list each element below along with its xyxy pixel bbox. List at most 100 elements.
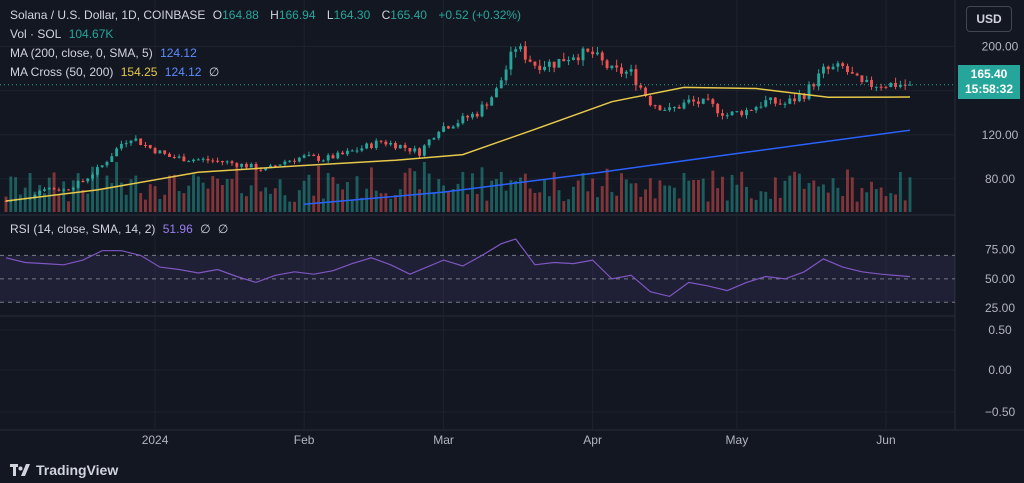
volume-bar xyxy=(648,178,652,212)
volume-bar xyxy=(297,190,301,212)
candle-body xyxy=(504,69,508,81)
ma-value: 124.12 xyxy=(160,46,197,60)
ma-legend[interactable]: MA (200, close, 0, SMA, 5) 124.12 xyxy=(10,46,201,60)
volume-bar xyxy=(278,179,282,212)
candle-body xyxy=(105,161,109,166)
volume-bar xyxy=(759,191,763,212)
volume-bar xyxy=(831,178,835,212)
candle-body xyxy=(95,167,99,175)
candle-body xyxy=(576,57,580,61)
volume-bar xyxy=(879,187,883,212)
candle-body xyxy=(240,163,244,167)
candle-body xyxy=(259,169,263,171)
time-axis-label: Mar xyxy=(433,433,454,447)
volume-bar xyxy=(903,200,907,212)
candle-body xyxy=(846,66,849,73)
rsi-symbol-1: ∅ xyxy=(200,222,211,236)
volume-bar xyxy=(898,172,902,212)
volume-bar xyxy=(764,191,768,212)
low-value: 164.30 xyxy=(333,8,371,22)
volume-bar xyxy=(836,187,840,212)
rsi-label: RSI (14, close, SMA, 14, 2) xyxy=(10,222,156,236)
ma-cross-value-50: 154.25 xyxy=(120,65,158,79)
candle-body xyxy=(57,189,61,191)
candle-body xyxy=(759,106,763,108)
candle-body xyxy=(870,79,873,87)
candle-body xyxy=(470,113,474,118)
volume-bar xyxy=(874,189,878,212)
time-axis-label: Feb xyxy=(294,433,315,447)
volume-bar xyxy=(677,198,681,212)
candle-body xyxy=(557,58,561,68)
candle-body xyxy=(124,143,128,145)
volume-bar xyxy=(894,194,898,212)
volume-label: Vol · SOL xyxy=(10,27,62,41)
candle-body xyxy=(682,102,686,109)
candle-body xyxy=(533,61,537,66)
brand-name: TradingView xyxy=(36,462,119,478)
indicator-axis-label: 0.00 xyxy=(988,363,1012,377)
candle-body xyxy=(192,159,195,162)
volume-bar xyxy=(139,193,143,212)
candle-body xyxy=(321,160,325,162)
volume-bar xyxy=(629,183,633,212)
volume-legend[interactable]: Vol · SOL 104.67K xyxy=(10,27,117,41)
candle-body xyxy=(379,140,383,142)
volume-bar xyxy=(624,179,628,212)
tradingview-logo[interactable]: TradingView xyxy=(10,462,118,478)
volume-bar xyxy=(244,196,248,212)
candle-body xyxy=(509,51,513,70)
volume-bar xyxy=(735,184,739,212)
volume-bar xyxy=(211,175,215,212)
candle-body xyxy=(644,87,647,96)
candle-body xyxy=(701,98,705,104)
volume-bar xyxy=(822,184,825,212)
volume-bar xyxy=(47,177,51,212)
candle-body xyxy=(225,161,229,163)
candle-body xyxy=(831,66,835,70)
candle-body xyxy=(33,194,37,198)
candle-body xyxy=(740,111,744,116)
candle-body xyxy=(129,140,133,144)
candle-body xyxy=(432,138,436,140)
volume-bar xyxy=(567,199,571,212)
candle-body xyxy=(153,148,157,154)
volume-bar xyxy=(365,188,369,212)
last-price: 165.40 xyxy=(970,67,1008,81)
ma-cross-legend[interactable]: MA Cross (50, 200) 154.25 124.12 ∅ xyxy=(10,65,223,79)
candle-body xyxy=(658,105,662,111)
volume-bar xyxy=(201,182,205,212)
candle-body xyxy=(596,52,599,55)
candle-body xyxy=(817,73,821,87)
candle-body xyxy=(547,61,551,67)
volume-bar xyxy=(696,180,700,212)
volume-bar xyxy=(273,188,277,212)
candle-body xyxy=(735,111,739,113)
volume-bar xyxy=(91,166,94,212)
volume-bar xyxy=(240,193,244,212)
candle-body xyxy=(898,84,902,87)
volume-bar xyxy=(725,200,729,212)
volume-bar xyxy=(586,191,590,212)
rsi-legend[interactable]: RSI (14, close, SMA, 14, 2) 51.96 ∅ ∅ xyxy=(10,222,232,236)
candle-body xyxy=(519,46,522,50)
volume-bar xyxy=(605,168,609,212)
candle-body xyxy=(855,73,859,76)
candle-body xyxy=(663,109,667,111)
currency-button[interactable]: USD xyxy=(966,6,1012,32)
volume-bar xyxy=(110,182,114,212)
candle-body xyxy=(528,59,532,62)
volume-bar xyxy=(384,193,388,212)
volume-bar xyxy=(134,175,138,212)
candle-body xyxy=(418,148,421,156)
volume-bar xyxy=(264,187,268,212)
volume-bar xyxy=(461,171,465,212)
candle-body xyxy=(802,94,806,99)
volume-bar xyxy=(870,181,873,212)
rsi-line xyxy=(5,238,911,298)
volume-bar xyxy=(105,175,109,212)
candle-body xyxy=(730,111,734,116)
volume-bar xyxy=(610,192,614,212)
volume-bar xyxy=(634,183,638,212)
